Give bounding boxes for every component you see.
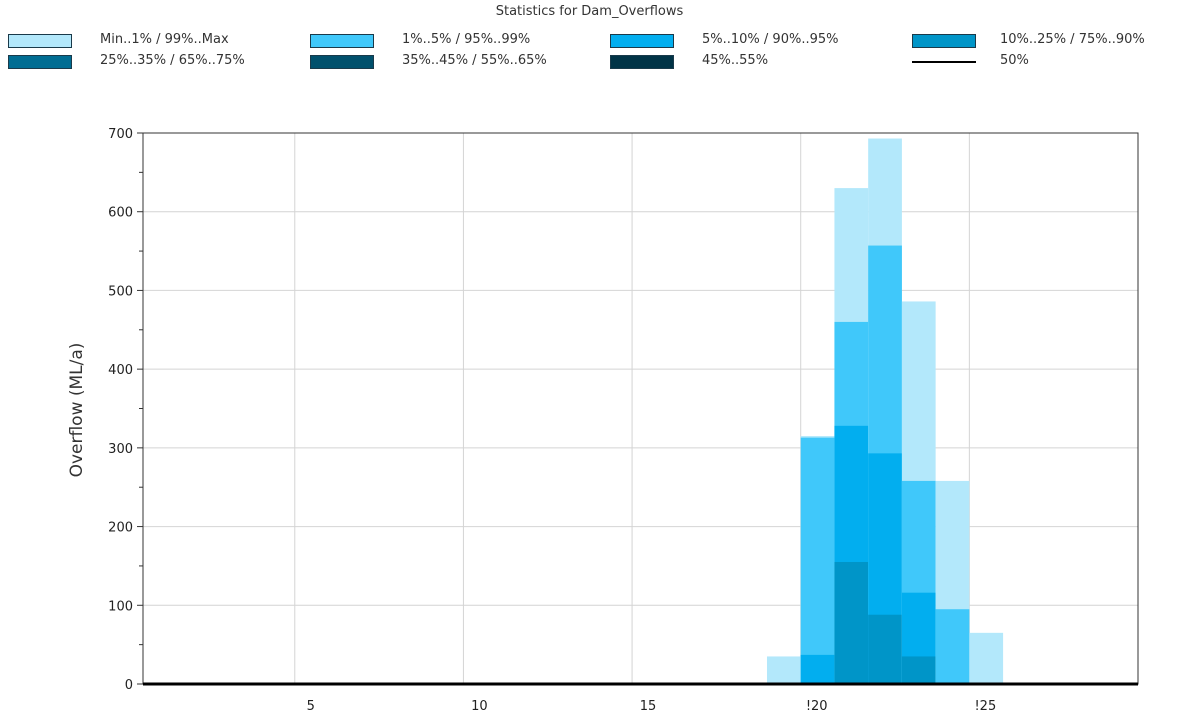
legend-swatch [8,55,72,69]
bar-band-10-90 [868,614,902,684]
bar-band-1-99 [935,609,970,684]
legend-swatch [610,34,674,48]
y-tick-label: 500 [108,284,133,299]
legend-label: 1%..5% / 95%..99% [402,32,531,47]
tick-labels: 0 100 200 300 400 500 600 700 5 10 15 !20 !25 [108,127,996,714]
bar-band-5-95 [800,654,835,684]
legend-swatch [8,34,72,48]
x-tick-label: !25 [974,699,996,714]
legend-swatch [912,34,976,48]
y-tick-label: 200 [108,521,133,536]
legend-label: 10%..25% / 75%..90% [1000,32,1145,47]
legend-label: 5%..10% / 90%..95% [702,32,839,47]
y-tick-label: 100 [108,599,133,614]
bar-band-min-max [766,656,801,684]
bar-band-min-max [969,632,1004,684]
y-tick-label: 600 [108,206,133,221]
legend-label: 50% [1000,53,1029,68]
chart-title: Statistics for Dam_Overflows [495,4,684,19]
legend-label: 25%..35% / 65%..75% [100,53,245,68]
legend-label: 35%..45% / 55%..65% [402,53,547,68]
y-axis-title: Overflow (ML/a) [67,343,87,478]
x-tick-label: 15 [640,699,657,714]
grid [143,132,1138,684]
y-tick-label: 0 [125,678,133,693]
legend-label: Min..1% / 99%..Max [100,32,229,47]
plot-frame [142,132,1139,685]
x-tick-label: !20 [806,699,828,714]
bar-band-1-99 [800,437,835,684]
y-tick-label: 400 [108,363,133,378]
bars [766,138,1004,684]
y-tick-label: 300 [108,442,133,457]
legend-swatch [610,55,674,69]
x-tick-label: 10 [471,699,488,714]
axes [137,132,1139,686]
legend: Min..1% / 99%..Max 1%..5% / 95%..99% 5%.… [0,32,1179,78]
legend-swatch [310,34,374,48]
legend-swatch [310,55,374,69]
legend-line [912,61,976,63]
x-tick-label: 5 [307,699,315,714]
legend-label: 45%..55% [702,53,769,68]
bar-band-10-90 [834,561,869,684]
y-tick-label: 700 [108,127,133,142]
bar-band-10-90 [901,656,936,684]
